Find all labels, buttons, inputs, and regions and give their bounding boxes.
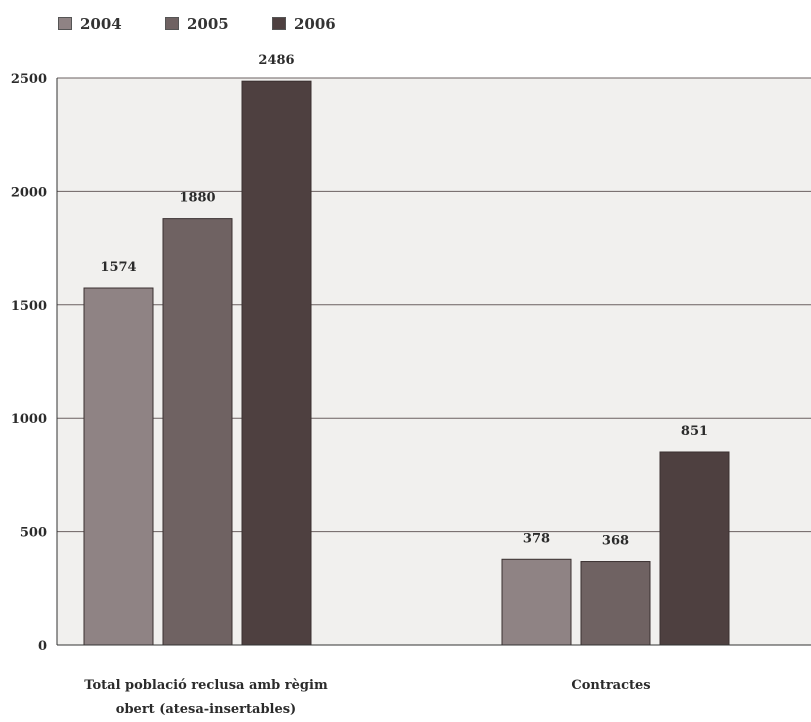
y-tick-label-2000: 2000 bbox=[11, 185, 47, 200]
data-label-2005-total: 1880 bbox=[179, 191, 215, 206]
data-label-2006-total: 2486 bbox=[258, 53, 294, 68]
legend-label-2004: 2004 bbox=[80, 15, 122, 33]
data-label-2005-contractes: 368 bbox=[602, 534, 629, 549]
legend-label-2006: 2006 bbox=[294, 15, 336, 33]
y-tick-label-1000: 1000 bbox=[11, 412, 47, 427]
y-tick-label-0: 0 bbox=[38, 639, 47, 654]
y-tick-label-500: 500 bbox=[20, 526, 47, 541]
x-category-label-contractes: Contractes bbox=[571, 678, 651, 693]
legend-label-2005: 2005 bbox=[187, 15, 229, 33]
legend-swatch-2006 bbox=[272, 17, 286, 30]
bar-2006-total bbox=[241, 80, 312, 646]
y-tick-label-1500: 1500 bbox=[11, 299, 47, 314]
bar-2004-contractes bbox=[501, 558, 572, 646]
legend-swatch-2005 bbox=[165, 17, 179, 30]
bar-2005-contractes bbox=[580, 561, 651, 646]
x-category-label-total: Total població reclusa amb règim obert (… bbox=[84, 678, 328, 717]
data-label-2006-contractes: 851 bbox=[681, 424, 708, 439]
y-tick-label-2500: 2500 bbox=[11, 72, 47, 87]
legend-swatch-2004 bbox=[58, 17, 72, 30]
bar-2005-total bbox=[162, 218, 233, 646]
data-label-2004-contractes: 378 bbox=[523, 531, 550, 546]
bar-2004-total bbox=[83, 287, 154, 646]
bar-2006-contractes bbox=[659, 451, 730, 646]
data-label-2004-total: 1574 bbox=[100, 260, 136, 275]
